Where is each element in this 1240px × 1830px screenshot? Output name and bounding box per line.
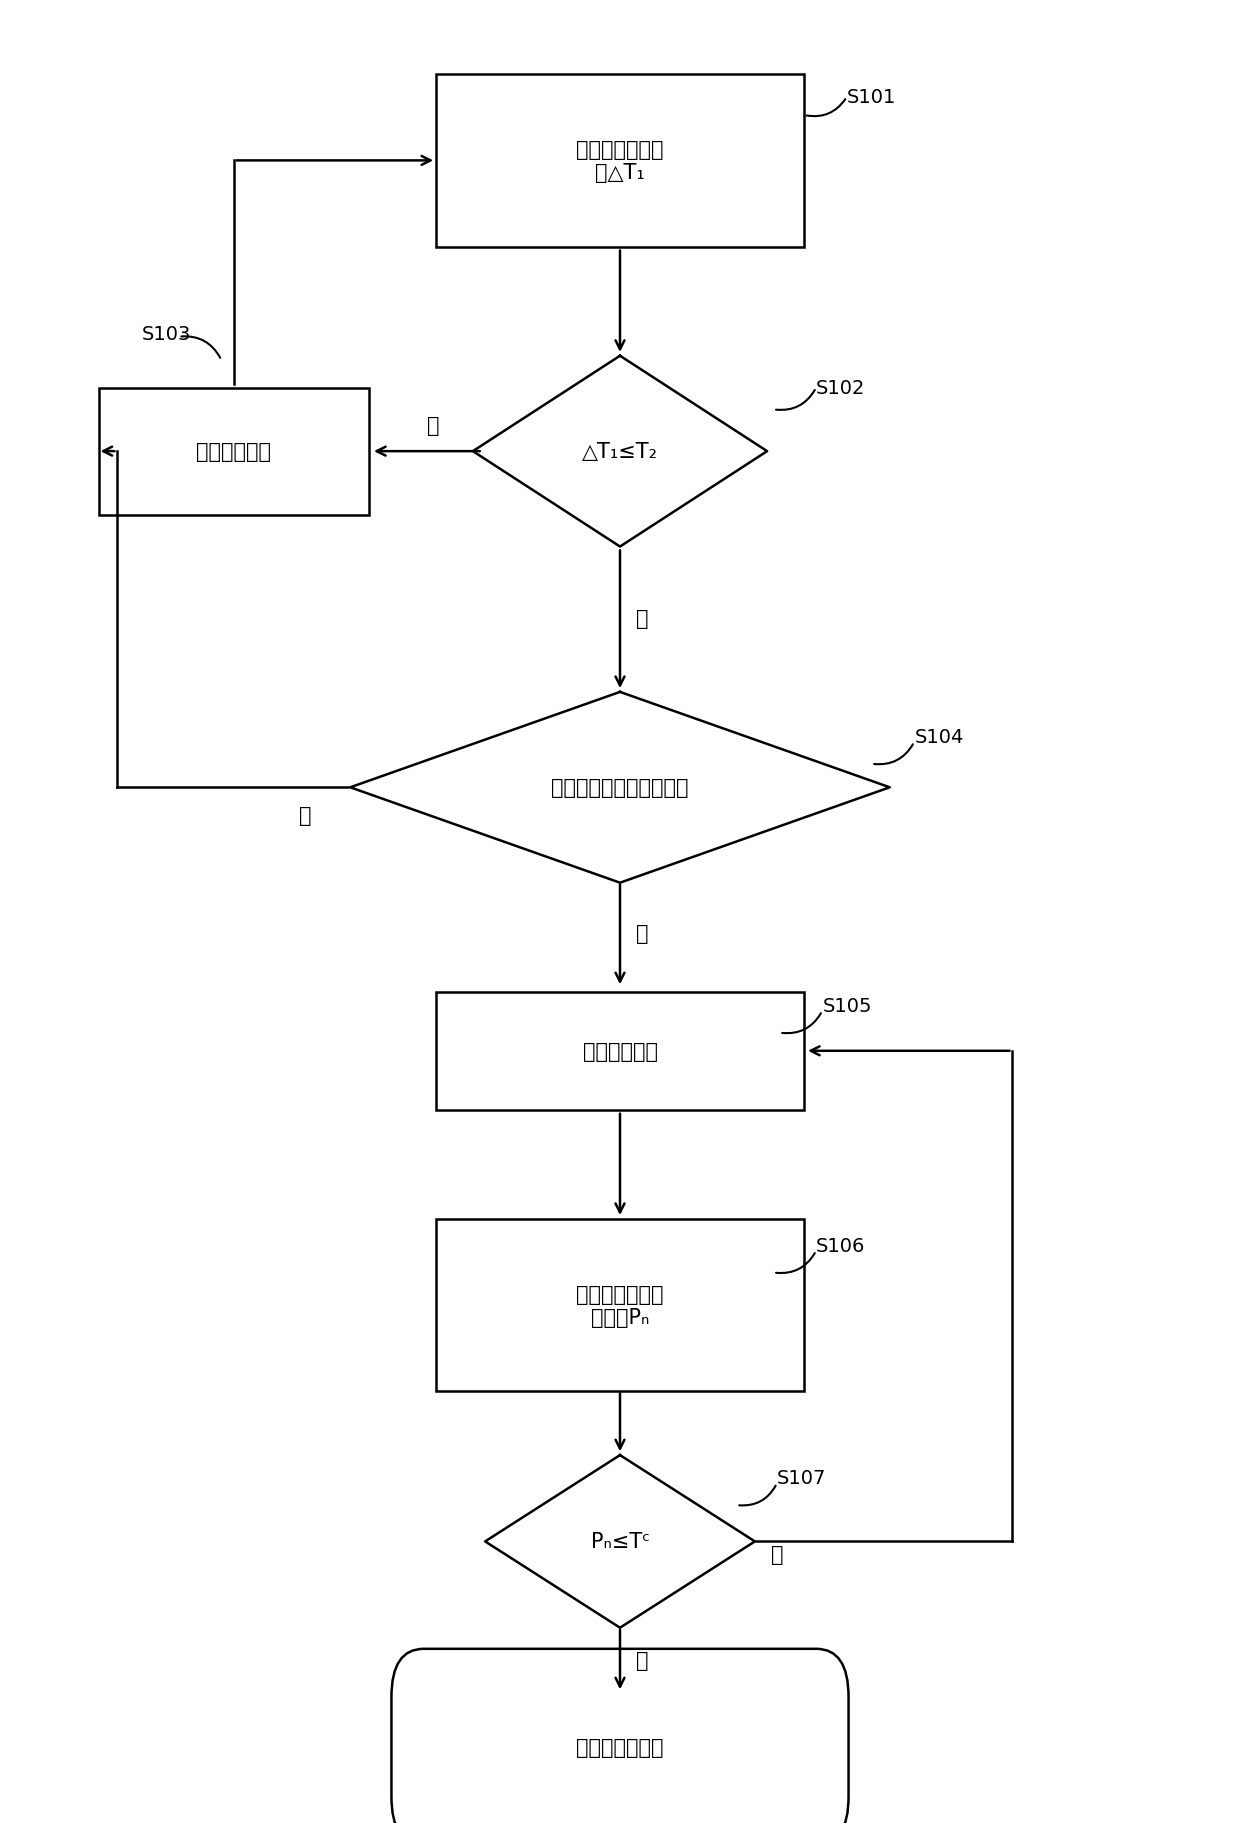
Text: 是: 是 [636,1649,649,1669]
Text: 获取体感温度当
前偏差Pₙ: 获取体感温度当 前偏差Pₙ [577,1285,663,1327]
Text: 否: 否 [771,1545,784,1565]
Text: S107: S107 [777,1468,826,1488]
Text: 一般控制模式: 一般控制模式 [196,441,272,461]
FancyBboxPatch shape [436,75,804,247]
Polygon shape [350,692,890,884]
Polygon shape [472,357,768,547]
Text: S105: S105 [822,996,872,1016]
Text: 否: 否 [299,805,311,825]
Text: 获取环境温度偏
差△T₁: 获取环境温度偏 差△T₁ [577,139,663,183]
Text: 原设定参数运行: 原设定参数运行 [577,1737,663,1757]
Text: 否: 否 [428,415,440,436]
Text: S104: S104 [914,728,963,747]
Text: S101: S101 [847,88,897,108]
Text: 精细控制模式: 精细控制模式 [583,1041,657,1061]
FancyBboxPatch shape [436,992,804,1111]
FancyBboxPatch shape [392,1649,848,1830]
Text: S103: S103 [141,324,191,344]
Text: Pₙ≤Tᶜ: Pₙ≤Tᶜ [590,1532,650,1552]
Text: S106: S106 [816,1235,866,1255]
Polygon shape [485,1455,755,1629]
Text: 是: 是 [636,609,649,630]
FancyBboxPatch shape [436,1219,804,1393]
FancyBboxPatch shape [99,388,368,516]
Text: 是: 是 [636,922,649,942]
Text: △T₁≤T₂: △T₁≤T₂ [582,441,658,461]
Text: 成功获取实际体感温度？: 成功获取实际体感温度？ [552,778,688,798]
Text: S102: S102 [816,379,866,397]
